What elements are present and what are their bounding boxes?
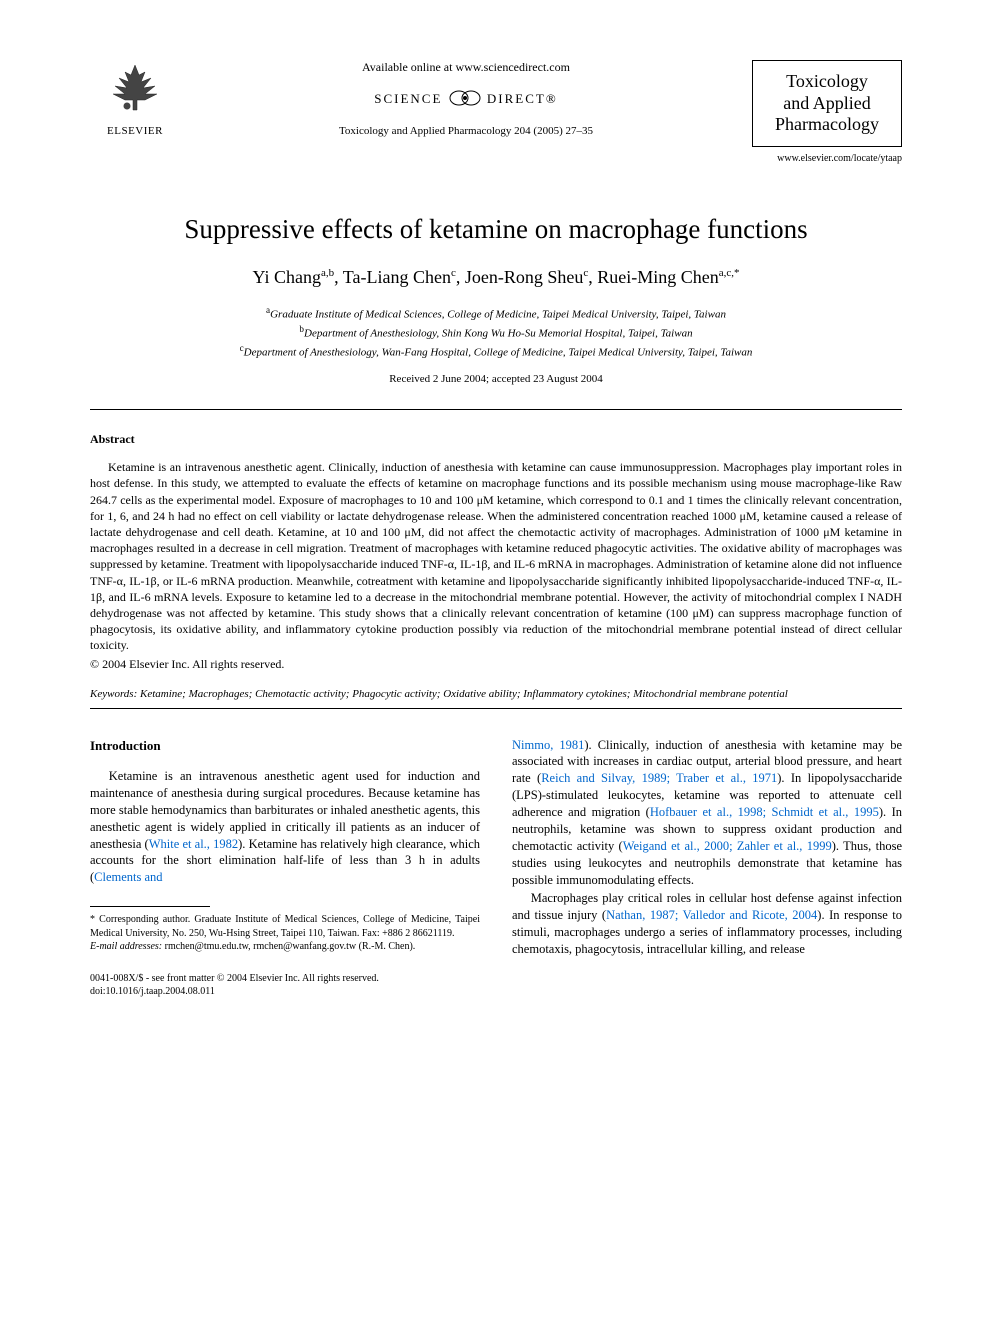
received-dates: Received 2 June 2004; accepted 23 August…: [90, 373, 902, 385]
ref-hofbauer-schmidt[interactable]: Hofbauer et al., 1998; Schmidt et al., 1…: [650, 805, 879, 819]
body-columns: Introduction Ketamine is an intravenous …: [90, 709, 902, 998]
journal-name-line3: Pharmacology: [767, 114, 887, 136]
footnote-email: E-mail addresses: rmchen@tmu.edu.tw, rmc…: [90, 940, 480, 954]
abstract-body: Ketamine is an intravenous anesthetic ag…: [90, 459, 902, 653]
affiliation-a: aGraduate Institute of Medical Sciences,…: [90, 304, 902, 323]
intro-para-1-right: Nimmo, 1981). Clinically, induction of a…: [512, 737, 902, 889]
footer-doi: doi:10.1016/j.taap.2004.08.011: [90, 985, 480, 998]
available-online-text: Available online at www.sciencedirect.co…: [200, 60, 732, 75]
page-header: ELSEVIER Available online at www.science…: [90, 60, 902, 164]
intro-para-2-right: Macrophages play critical roles in cellu…: [512, 890, 902, 958]
citation-line: Toxicology and Applied Pharmacology 204 …: [200, 125, 732, 137]
keywords-label: Keywords:: [90, 688, 137, 700]
sd-text-2: DIRECT®: [487, 91, 558, 106]
email-addresses: rmchen@tmu.edu.tw, rmchen@wanfang.gov.tw…: [162, 941, 415, 952]
left-column: Introduction Ketamine is an intravenous …: [90, 709, 480, 998]
ref-reich-traber[interactable]: Reich and Silvay, 1989; Traber et al., 1…: [541, 771, 777, 785]
science-direct-logo: SCIENCE DIRECT®: [200, 89, 732, 111]
elsevier-logo: ELSEVIER: [90, 60, 180, 137]
header-center: Available online at www.sciencedirect.co…: [180, 60, 752, 137]
article-title: Suppressive effects of ketamine on macro…: [90, 214, 902, 245]
elsevier-tree-icon: [90, 60, 180, 125]
ref-white-1982[interactable]: White et al., 1982: [149, 837, 238, 851]
introduction-heading: Introduction: [90, 737, 480, 755]
affiliation-b: bDepartment of Anesthesiology, Shin Kong…: [90, 323, 902, 342]
abstract-copyright: © 2004 Elsevier Inc. All rights reserved…: [90, 657, 902, 672]
right-column: Nimmo, 1981). Clinically, induction of a…: [512, 709, 902, 998]
affiliation-c: cDepartment of Anesthesiology, Wan-Fang …: [90, 342, 902, 361]
intro-para-1-left: Ketamine is an intravenous anesthetic ag…: [90, 768, 480, 886]
journal-box-wrapper: Toxicology and Applied Pharmacology www.…: [752, 60, 902, 164]
keywords-line: Keywords: Ketamine; Macrophages; Chemota…: [90, 688, 902, 700]
footer-copyright: 0041-008X/$ - see front matter © 2004 El…: [90, 972, 480, 998]
ref-clements[interactable]: Clements and: [94, 870, 162, 884]
keywords-text: Ketamine; Macrophages; Chemotactic activ…: [137, 688, 788, 700]
abstract-heading: Abstract: [90, 432, 902, 447]
ref-nathan-valledor[interactable]: Nathan, 1987; Valledor and Ricote, 2004: [606, 908, 817, 922]
footnote-corr: * Corresponding author. Graduate Institu…: [90, 913, 480, 940]
journal-title-box: Toxicology and Applied Pharmacology: [752, 60, 902, 147]
journal-url: www.elsevier.com/locate/ytaap: [752, 153, 902, 164]
journal-name-line2: and Applied: [767, 93, 887, 115]
sd-swirl-icon: [448, 89, 482, 111]
divider-top: [90, 409, 902, 410]
ref-nimmo-1981[interactable]: Nimmo, 1981: [512, 738, 584, 752]
affiliations: aGraduate Institute of Medical Sciences,…: [90, 304, 902, 361]
elsevier-label: ELSEVIER: [90, 125, 180, 137]
corresponding-author-footnote: * Corresponding author. Graduate Institu…: [90, 913, 480, 954]
email-label: E-mail addresses:: [90, 941, 162, 952]
sd-text-1: SCIENCE: [374, 91, 442, 106]
author-list: Yi Changa,b, Ta-Liang Chenc, Joen-Rong S…: [90, 267, 902, 288]
journal-name-line1: Toxicology: [767, 71, 887, 93]
ref-weigand-zahler[interactable]: Weigand et al., 2000; Zahler et al., 199…: [623, 839, 832, 853]
footnote-divider: [90, 906, 210, 907]
footer-line1: 0041-008X/$ - see front matter © 2004 El…: [90, 972, 480, 985]
